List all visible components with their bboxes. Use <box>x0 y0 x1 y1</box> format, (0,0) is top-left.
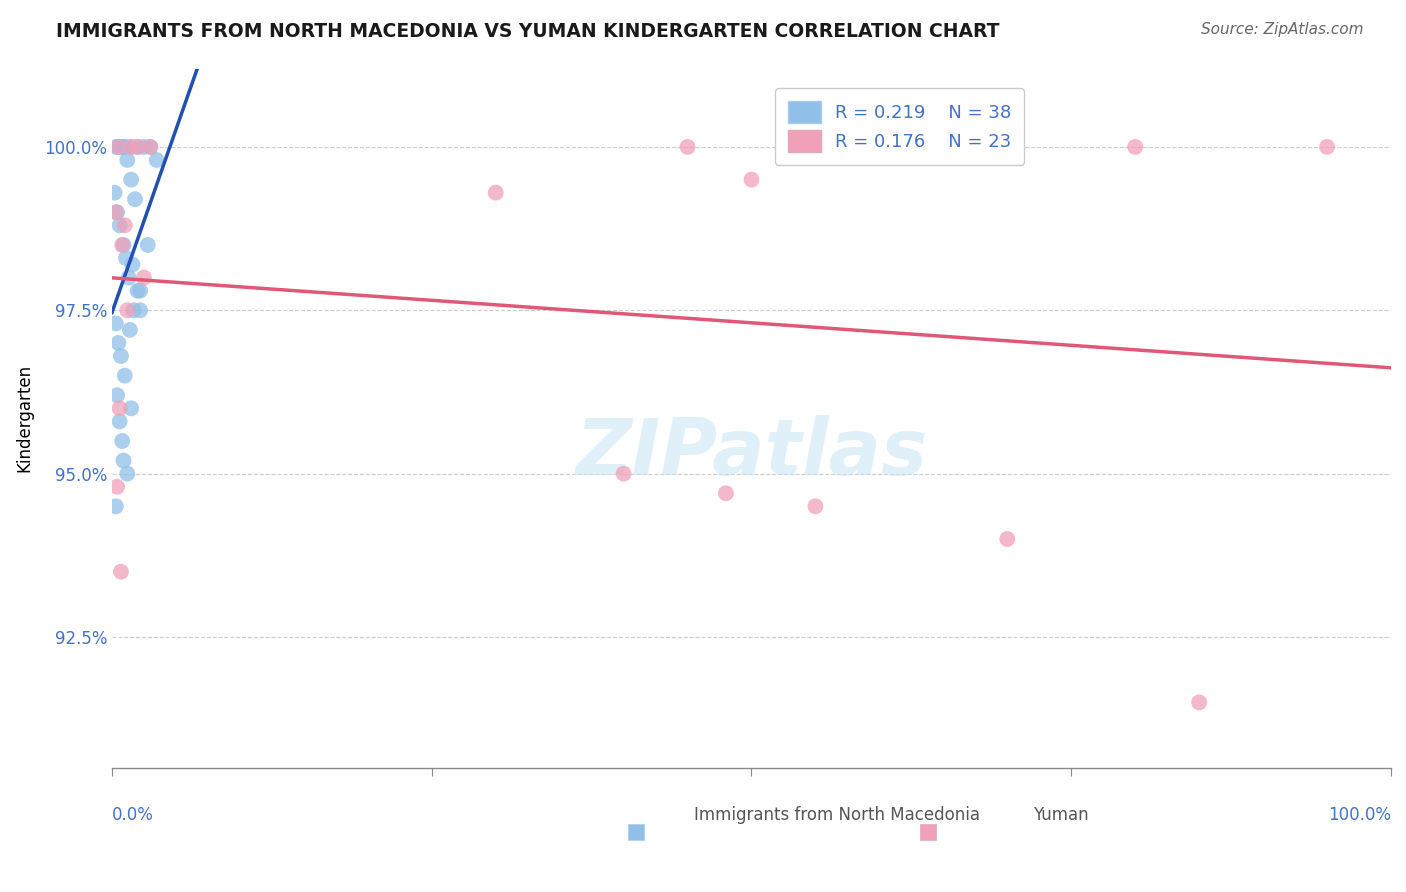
Point <box>107 140 129 154</box>
Text: IMMIGRANTS FROM NORTH MACEDONIA VS YUMAN KINDERGARTEN CORRELATION CHART: IMMIGRANTS FROM NORTH MACEDONIA VS YUMAN… <box>56 22 1000 41</box>
Point <box>103 186 125 200</box>
Point <box>104 317 127 331</box>
Point <box>117 153 139 167</box>
Text: Immigrants from North Macedonia: Immigrants from North Macedonia <box>695 806 980 824</box>
Text: 0.0%: 0.0% <box>112 806 153 824</box>
Point <box>995 532 1018 546</box>
Point <box>111 238 134 252</box>
Point <box>139 140 162 154</box>
Point <box>127 140 149 154</box>
Point <box>104 500 127 514</box>
Point <box>114 140 136 154</box>
Point <box>120 172 142 186</box>
Point <box>1316 140 1339 154</box>
Point <box>110 349 132 363</box>
Point <box>117 270 139 285</box>
Point <box>117 303 139 318</box>
Point <box>1188 695 1211 709</box>
Point <box>139 140 162 154</box>
Point <box>714 486 737 500</box>
Point <box>124 192 146 206</box>
Point <box>114 219 136 233</box>
Text: Source: ZipAtlas.com: Source: ZipAtlas.com <box>1201 22 1364 37</box>
Point <box>107 335 129 350</box>
Point <box>108 219 131 233</box>
Point <box>104 205 127 219</box>
Point <box>105 205 128 219</box>
Point <box>804 500 827 514</box>
Y-axis label: Kindergarten: Kindergarten <box>15 364 32 472</box>
Point <box>112 453 135 467</box>
Point <box>118 323 141 337</box>
Point <box>676 140 699 154</box>
Point <box>114 140 136 154</box>
Point <box>111 434 134 448</box>
Point <box>740 172 762 186</box>
Point <box>121 258 143 272</box>
Point <box>127 140 149 154</box>
Point <box>613 467 636 481</box>
Point <box>132 140 155 154</box>
Point <box>145 153 167 167</box>
Point <box>115 251 138 265</box>
Point <box>110 140 132 154</box>
Point <box>120 140 142 154</box>
Point <box>932 140 955 154</box>
Text: ZIPatlas: ZIPatlas <box>575 415 928 491</box>
Point <box>108 414 131 428</box>
Point <box>117 467 139 481</box>
Point <box>122 303 145 318</box>
Point <box>107 140 129 154</box>
Point <box>110 565 132 579</box>
Point <box>120 140 142 154</box>
Point <box>132 270 155 285</box>
Point <box>127 284 149 298</box>
Point <box>1123 140 1146 154</box>
Point <box>104 140 127 154</box>
Point <box>120 401 142 416</box>
Text: Yuman: Yuman <box>1033 806 1088 824</box>
Point <box>129 284 152 298</box>
Point <box>485 186 508 200</box>
Point <box>114 368 136 383</box>
Point <box>136 238 159 252</box>
Point <box>108 401 131 416</box>
Legend: R = 0.219    N = 38, R = 0.176    N = 23: R = 0.219 N = 38, R = 0.176 N = 23 <box>775 88 1024 165</box>
Point <box>112 238 135 252</box>
Point <box>105 480 128 494</box>
Point <box>105 388 128 402</box>
Text: 100.0%: 100.0% <box>1329 806 1391 824</box>
Point <box>129 303 152 318</box>
Point <box>111 140 134 154</box>
